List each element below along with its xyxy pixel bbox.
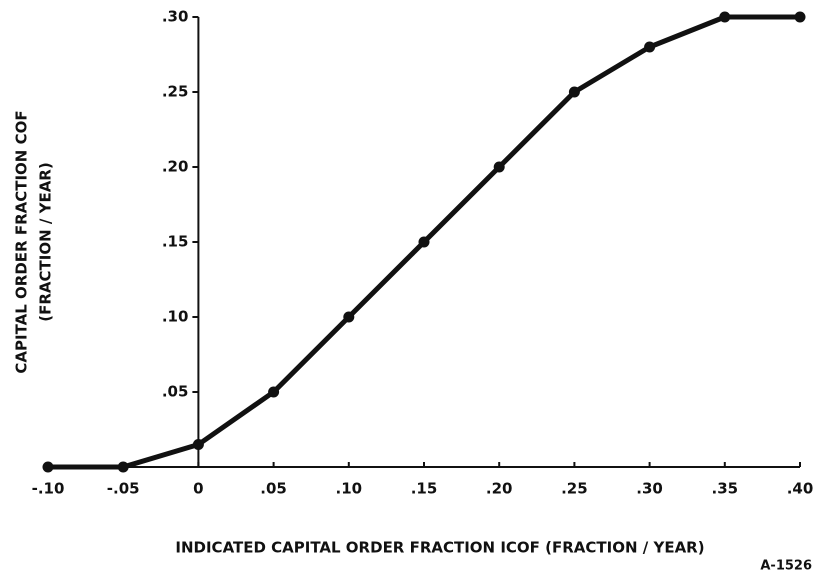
point <box>719 11 731 23</box>
x-tick-label: -.05 <box>107 480 140 498</box>
x-tick-label: .30 <box>636 480 663 498</box>
point <box>343 311 355 323</box>
point <box>493 161 505 173</box>
x-tick-label: .35 <box>712 480 739 498</box>
y-tick-label: .05 <box>162 383 189 401</box>
point <box>568 86 580 98</box>
x-tick-label: .10 <box>336 480 363 498</box>
x-axis-label: INDICATED CAPITAL ORDER FRACTION ICOF (F… <box>175 539 704 557</box>
x-tick-label: -.10 <box>32 480 65 498</box>
y-tick-label: .10 <box>162 308 189 326</box>
y-axis-label: (FRACTION / YEAR) <box>37 162 55 321</box>
x-tick-label: .25 <box>561 480 588 498</box>
x-tick-label: .15 <box>411 480 438 498</box>
y-tick-label: .25 <box>162 83 189 101</box>
point <box>794 11 806 23</box>
y-tick-label: .30 <box>162 8 189 26</box>
x-tick-label: .40 <box>787 480 814 498</box>
point <box>268 386 280 398</box>
y-tick-label: .15 <box>162 233 189 251</box>
point <box>42 461 54 473</box>
point <box>418 236 430 248</box>
y-tick-label: .20 <box>162 158 189 176</box>
x-tick-label: .05 <box>260 480 287 498</box>
y-axis-label: CAPITAL ORDER FRACTION COF <box>13 110 31 373</box>
x-tick-label: .20 <box>486 480 513 498</box>
x-tick-label: 0 <box>193 480 203 498</box>
annotation: A-1526 <box>760 559 812 574</box>
point <box>117 461 129 473</box>
point <box>644 41 656 53</box>
point <box>192 439 204 450</box>
